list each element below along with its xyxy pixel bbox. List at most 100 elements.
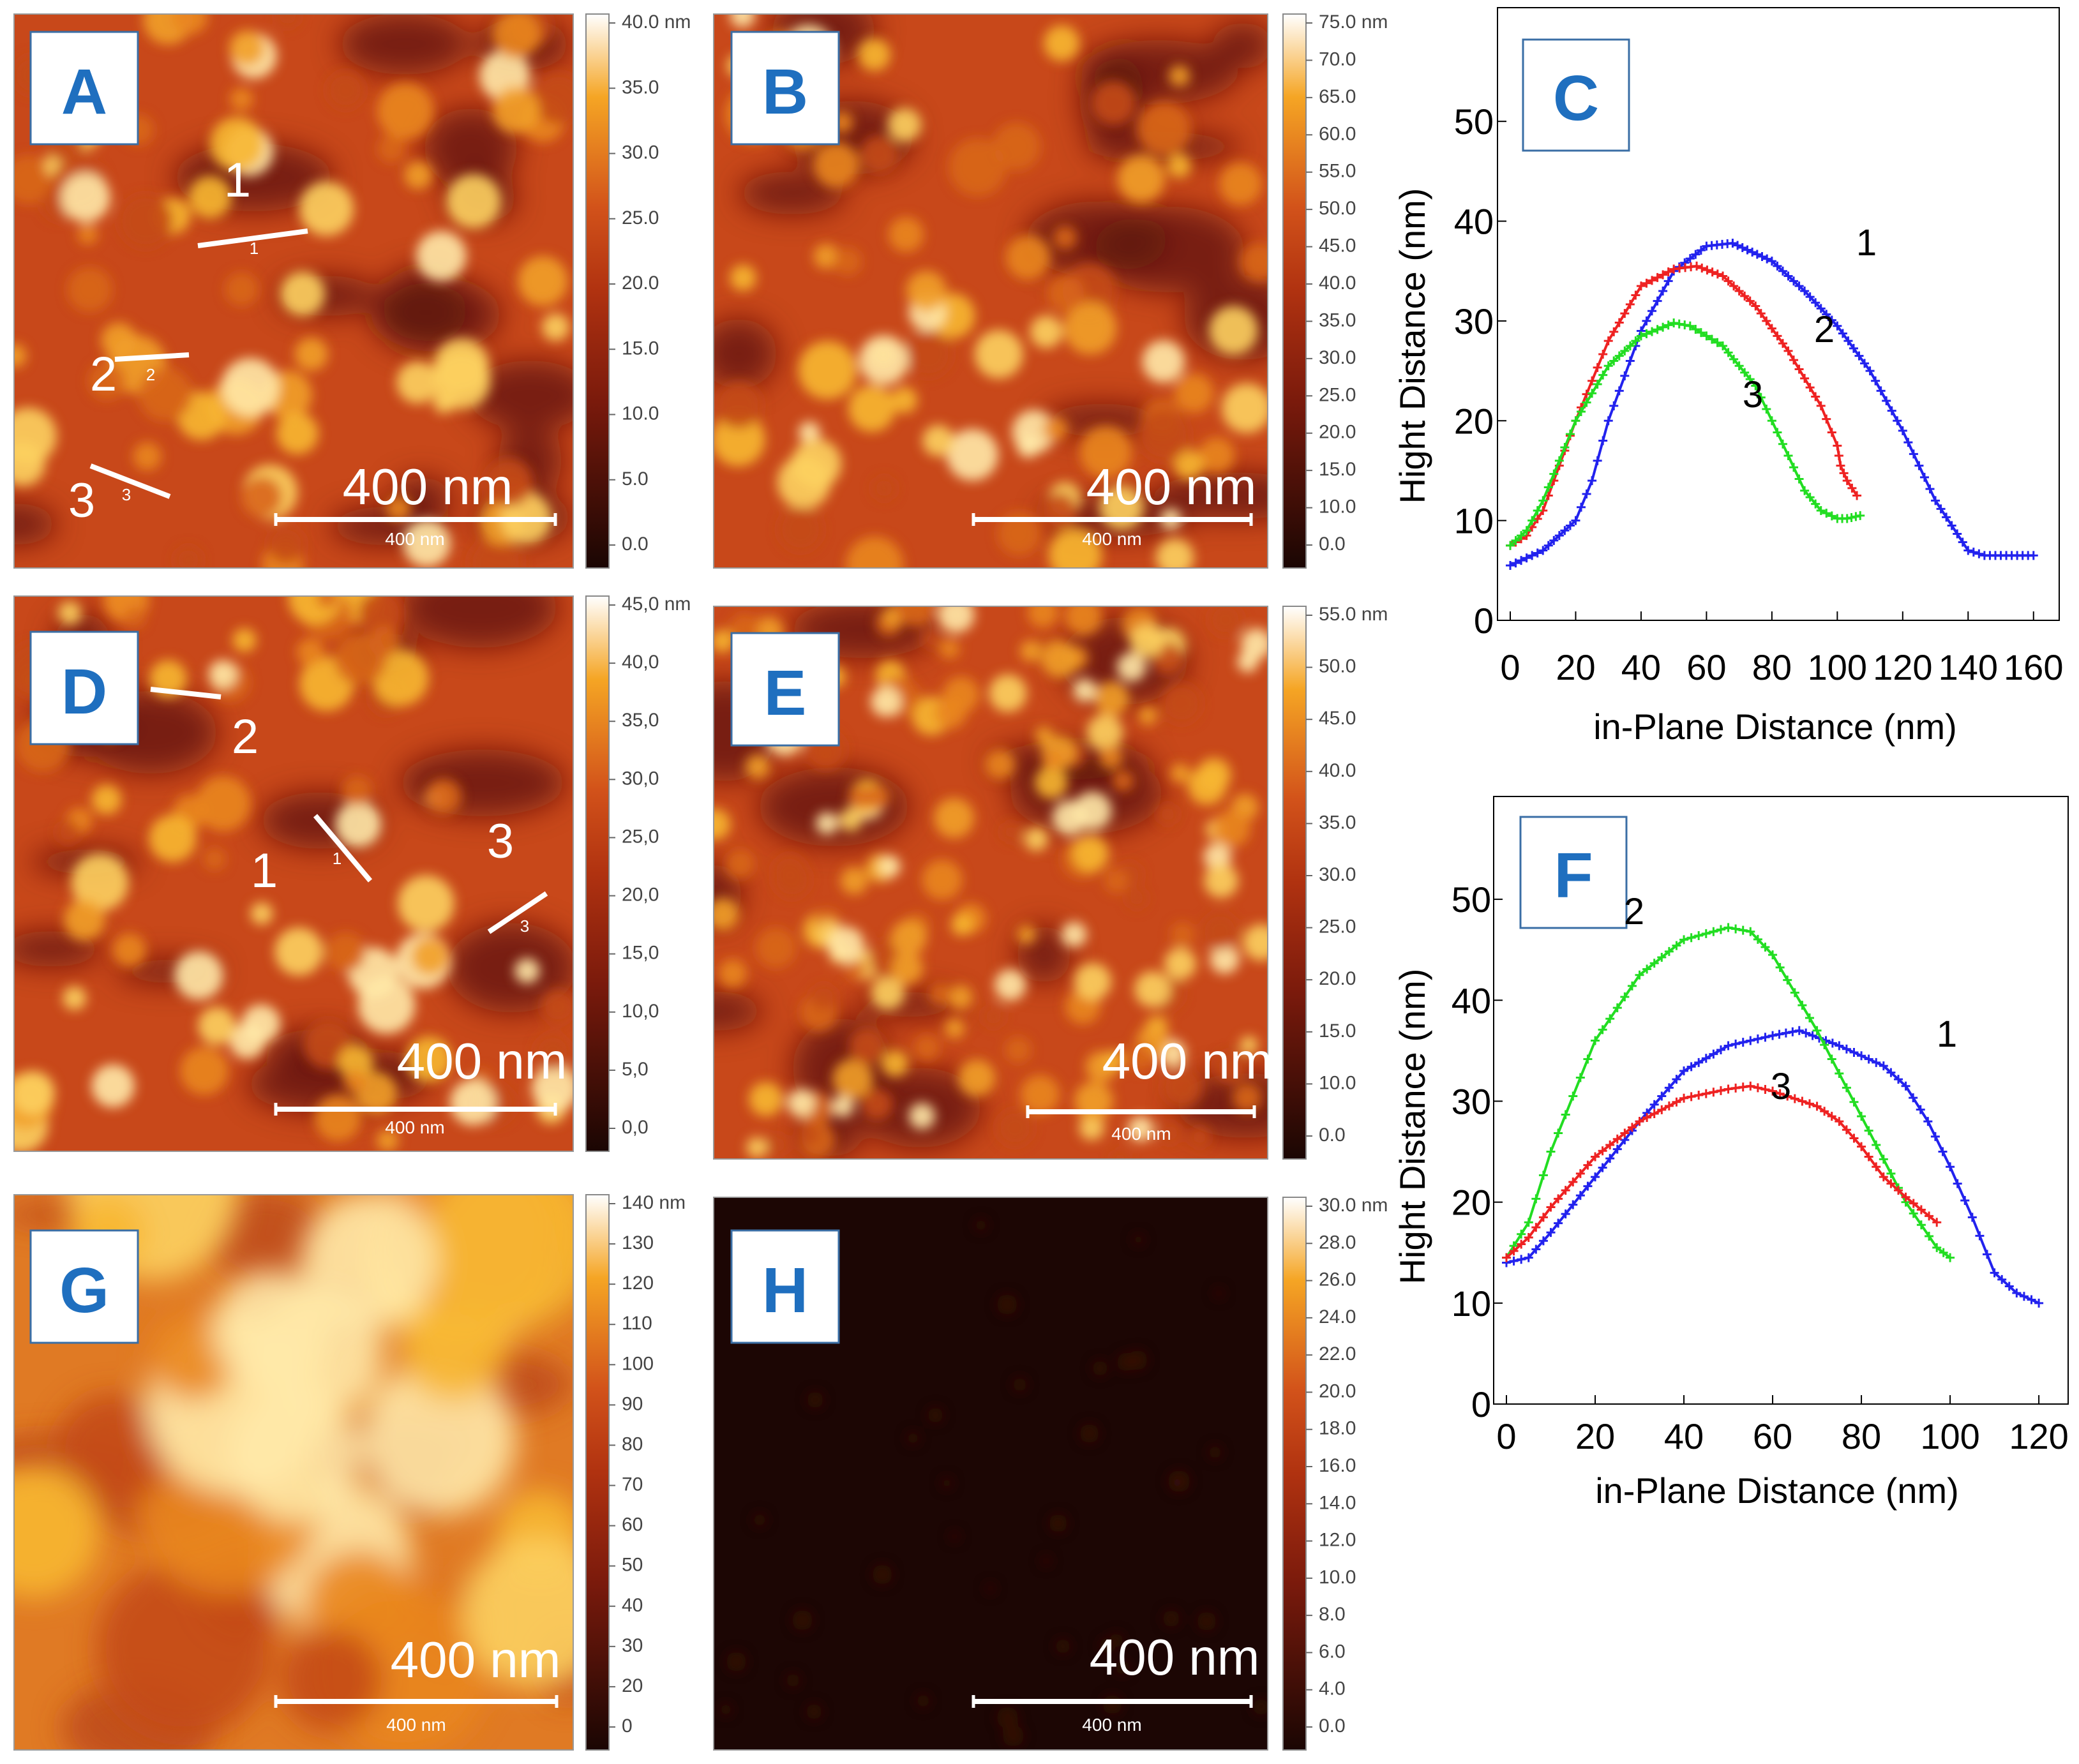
- afm-grain: [492, 86, 540, 133]
- afm-grain: [813, 747, 836, 770]
- scale-bar-label: 400 nm: [343, 458, 513, 515]
- data-point: [1901, 1081, 1910, 1091]
- afm-grain: [806, 1703, 822, 1720]
- data-point: [1738, 925, 1748, 935]
- data-point: [1733, 241, 1743, 250]
- data-point: [1901, 1192, 1910, 1202]
- data-point: [1694, 1058, 1704, 1067]
- afm-grain: [1159, 1121, 1182, 1145]
- data-point: [1886, 1169, 1896, 1178]
- data-point: [1773, 428, 1782, 437]
- data-point: [1627, 981, 1637, 990]
- afm-grain: [1125, 887, 1148, 909]
- data-point: [1625, 341, 1635, 350]
- data-point: [1533, 548, 1542, 558]
- afm-grain: [946, 429, 998, 481]
- afm-grain: [404, 161, 433, 190]
- afm-grain: [1170, 763, 1190, 784]
- colorbar-tick-label: 10,0: [622, 1001, 659, 1022]
- afm-grain: [985, 1583, 996, 1594]
- afm-grain: [469, 537, 523, 568]
- series-line: [1509, 321, 1861, 547]
- afm-grain: [280, 1629, 382, 1731]
- afm-grain: [922, 860, 963, 901]
- data-point: [1778, 266, 1787, 276]
- afm-grain: [1017, 925, 1036, 944]
- data-point: [1768, 1031, 1778, 1040]
- panel-letter: F: [1554, 840, 1593, 911]
- afm-frame: [713, 1197, 1268, 1751]
- data-point: [1672, 941, 1681, 950]
- data-point: [1561, 1209, 1570, 1219]
- data-point: [1746, 927, 1755, 936]
- afm-grain: [756, 927, 797, 968]
- afm-grain: [730, 264, 756, 291]
- series-line: [1509, 264, 1858, 547]
- afm-grain: [1002, 1725, 1024, 1747]
- data-point: [1546, 1202, 1556, 1212]
- profile-line-number: 3: [487, 814, 514, 869]
- afm-panel-e: E 400 nm 400 nm 55.0 nm 50.0 45.0 40.0 35.0 30.0…: [713, 604, 1388, 1160]
- afm-grain: [1055, 1638, 1070, 1654]
- data-point: [1849, 1048, 1859, 1057]
- colorbar-gradient: [585, 13, 610, 569]
- afm-grain: [1005, 1036, 1032, 1063]
- afm-grain: [1214, 1050, 1247, 1083]
- data-point: [1549, 469, 1559, 479]
- colorbar-tick-label: 20.0: [1319, 968, 1356, 989]
- afm-grain: [813, 142, 860, 188]
- profile-line: [487, 891, 548, 934]
- data-point: [1852, 491, 1862, 500]
- data-point: [1647, 276, 1657, 285]
- afm-grain: [124, 607, 146, 629]
- afm-grain: [1125, 1042, 1155, 1071]
- data-point: [1738, 1038, 1748, 1047]
- data-point: [1631, 336, 1640, 346]
- data-point: [1575, 1169, 1585, 1178]
- afm-grain: [914, 1035, 940, 1061]
- data-point: [1582, 489, 1591, 498]
- data-point: [1517, 1239, 1526, 1249]
- afm-grain: [1044, 25, 1080, 61]
- profile-line-3: 33: [487, 814, 548, 936]
- data-point: [1740, 368, 1750, 377]
- data-point: [1903, 438, 1913, 447]
- afm-valley: [400, 749, 566, 817]
- data-point: [1842, 1044, 1851, 1054]
- data-point: [2027, 1295, 2036, 1304]
- afm-grain: [1161, 683, 1202, 724]
- panel-letter-badge: F: [1519, 816, 1628, 929]
- afm-grain: [426, 778, 462, 814]
- data-point: [1538, 1236, 1548, 1246]
- afm-grain: [872, 1564, 892, 1585]
- data-point: [1642, 329, 1651, 338]
- data-point: [1560, 442, 1570, 452]
- data-point: [1554, 1218, 1563, 1228]
- data-point: [1767, 257, 1776, 266]
- afm-grain: [280, 271, 326, 317]
- data-point: [1609, 401, 1619, 410]
- data-point: [1647, 327, 1657, 336]
- data-point: [1565, 521, 1575, 530]
- scale-bar: 400 nm 400 nm: [972, 458, 1256, 549]
- data-point: [1990, 1268, 1999, 1278]
- data-point: [1635, 970, 1644, 980]
- profile-line-1: 11: [197, 153, 308, 258]
- afm-grain: [726, 1651, 747, 1672]
- data-point: [1760, 1085, 1770, 1094]
- chart-panel-f: 0 10 20 30 40 50 0 20 40 60 80 100 120 in-Plane Dista…: [1392, 796, 2069, 1511]
- afm-grain: [714, 809, 731, 841]
- data-point: [1591, 1172, 1600, 1182]
- data-point: [1748, 248, 1757, 257]
- data-point: [1872, 1140, 1881, 1149]
- afm-grain: [832, 1095, 854, 1117]
- data-point: [1657, 1105, 1667, 1114]
- panel-letter-badge: D: [29, 631, 139, 745]
- colorbar-tick-label: 110: [622, 1313, 652, 1334]
- data-point: [1783, 271, 1793, 281]
- data-point: [1658, 270, 1668, 280]
- data-point: [1517, 1229, 1526, 1239]
- afm-valleys: [714, 14, 1268, 537]
- afm-panel-g: G 400 nm 400 nm 140 nm 130 120 110 100 90 80 70 60 5…: [13, 1192, 686, 1751]
